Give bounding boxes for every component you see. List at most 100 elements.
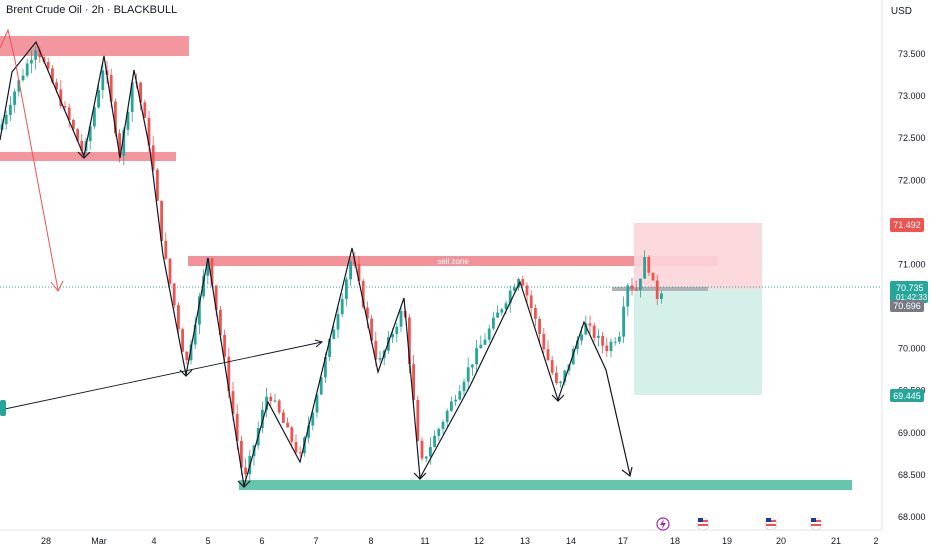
candle: [349, 259, 352, 286]
arrow-head-icon: [621, 466, 633, 478]
candle: [639, 278, 642, 298]
candle: [286, 417, 289, 428]
svg-text:70.735: 70.735: [896, 283, 924, 293]
candle: [21, 68, 25, 82]
candle: [72, 118, 75, 132]
candle: [412, 354, 415, 405]
svg-text:69.445: 69.445: [893, 391, 921, 401]
candle: [613, 337, 617, 346]
candle: [651, 272, 655, 281]
candle: [521, 275, 525, 287]
candle: [420, 437, 424, 462]
candle: [618, 331, 621, 345]
candle: [38, 46, 42, 63]
candle: [46, 57, 50, 71]
candle: [126, 108, 130, 136]
resistance-zone-top: [0, 36, 189, 56]
candle: [601, 331, 604, 354]
candle: [4, 110, 8, 130]
lightning-icon[interactable]: [656, 517, 670, 531]
us-flag-icon[interactable]: [809, 517, 823, 531]
svg-text:01:42:33: 01:42:33: [896, 293, 928, 302]
candle: [605, 337, 609, 357]
candle: [151, 136, 155, 173]
candle: [80, 133, 84, 158]
y-axis[interactable]: 73.50073.00072.50072.00071.00070.00069.5…: [898, 49, 926, 522]
y-tick-label: 71.000: [898, 259, 926, 269]
candle: [525, 282, 529, 304]
candle: [626, 282, 630, 317]
x-tick-label: 4: [151, 536, 156, 546]
red-arrow-drawing[interactable]: [0, 28, 59, 291]
x-axis[interactable]: 28 Mar 4 5 6 7 8 11 12 13 14 17 18 19 20 21 2: [41, 536, 879, 546]
candle: [189, 339, 193, 365]
candle: [437, 427, 441, 441]
y-tick-label: 68.500: [898, 470, 926, 480]
candle: [25, 58, 29, 78]
candle: [97, 82, 100, 109]
candle: [378, 350, 382, 363]
candle: [399, 305, 403, 332]
candle: [630, 278, 634, 296]
candle: [416, 395, 420, 442]
candle: [319, 377, 323, 396]
x-tick-label: 17: [618, 536, 628, 546]
resistance-zone-mid: [0, 152, 176, 161]
candle: [340, 293, 344, 318]
candle: [181, 327, 184, 352]
left-price-marker: [0, 400, 6, 416]
entry-price-label: 70.696: [890, 300, 924, 312]
sell-zone: [188, 256, 718, 266]
candle: [198, 292, 201, 335]
candle: [622, 296, 625, 343]
candle: [244, 458, 247, 480]
candle: [462, 378, 466, 396]
candle: [471, 364, 474, 376]
target-price-label: 69.445: [890, 389, 924, 402]
candle: [429, 437, 432, 465]
svg-text:71.492: 71.492: [893, 220, 921, 230]
x-tick-label: 18: [670, 536, 680, 546]
candle: [660, 290, 663, 304]
x-tick-label: 6: [259, 536, 264, 546]
entry-line: [612, 287, 708, 291]
current-price-label: 70.735 01:42:33: [890, 281, 928, 303]
us-flag-icon[interactable]: [764, 517, 778, 531]
us-flag-icon[interactable]: [696, 517, 710, 531]
candle: [500, 307, 504, 316]
sell-zone-label: sell zone: [437, 257, 469, 266]
candle: [475, 339, 478, 372]
candle: [269, 392, 273, 406]
y-tick-label: 72.500: [898, 133, 926, 143]
candle: [30, 50, 33, 74]
candle: [63, 101, 67, 110]
arrow-head-icon: [237, 480, 251, 488]
candle: [315, 390, 319, 418]
candle: [555, 365, 558, 385]
candle: [424, 456, 428, 463]
take-profit-area[interactable]: [634, 289, 762, 395]
zigzag-drawing[interactable]: [0, 40, 631, 487]
trend-line[interactable]: [0, 341, 323, 411]
candle: [454, 394, 457, 407]
y-tick-label: 73.000: [898, 91, 926, 101]
x-tick-label: 19: [722, 536, 732, 546]
chart-title[interactable]: Brent Crude Oil · 2h · BLACKBULL: [6, 4, 178, 16]
candle: [433, 430, 436, 448]
x-tick-label: 21: [831, 536, 841, 546]
candle: [546, 340, 550, 362]
candle: [160, 200, 163, 247]
candle: [282, 409, 285, 424]
candle: [634, 280, 638, 292]
currency-label[interactable]: USD: [890, 6, 912, 17]
candle: [529, 290, 533, 318]
candle: [130, 81, 134, 122]
candle: [332, 325, 336, 340]
x-tick-label: 28: [41, 536, 51, 546]
candle: [290, 425, 294, 449]
candle: [597, 328, 600, 347]
candle: [76, 128, 79, 142]
stop-loss-area[interactable]: [634, 223, 762, 289]
